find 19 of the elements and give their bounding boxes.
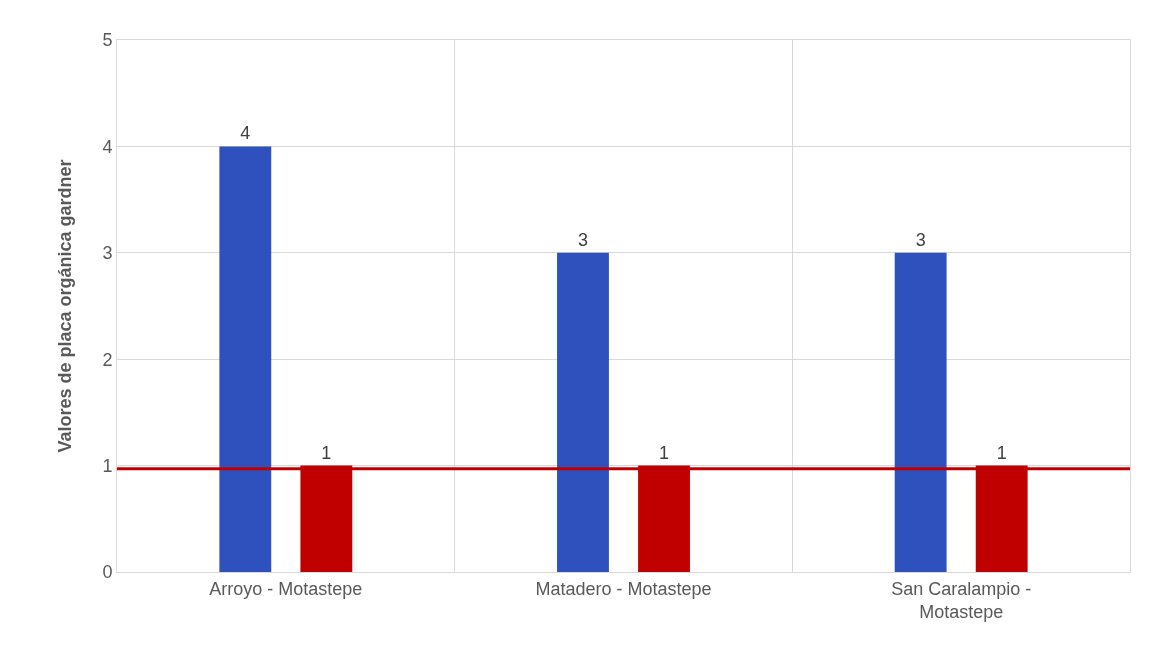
y-tick-label: 5	[102, 30, 113, 51]
x-tick-label: Matadero - Motastepe	[535, 578, 712, 599]
bar	[894, 252, 947, 572]
y-axis-title: Valores de placa orgánica gardner	[55, 159, 75, 453]
y-tick-label: 2	[102, 349, 113, 370]
data-label: 3	[577, 229, 588, 250]
data-label: 1	[659, 442, 670, 463]
data-label: 4	[240, 123, 251, 144]
y-tick-label: 1	[102, 455, 113, 476]
bar	[557, 252, 609, 572]
data-label: 3	[915, 229, 926, 250]
bar	[219, 146, 272, 572]
y-tick-label: 3	[102, 243, 113, 264]
x-tick-label: Arroyo - Motastepe	[209, 578, 363, 599]
y-tick-label: 4	[102, 136, 113, 157]
x-tick-label: San Caralampio - Motastepe	[891, 578, 1032, 622]
data-label: 1	[996, 442, 1007, 463]
y-tick-label: 0	[102, 562, 113, 583]
data-label: 1	[321, 442, 332, 463]
